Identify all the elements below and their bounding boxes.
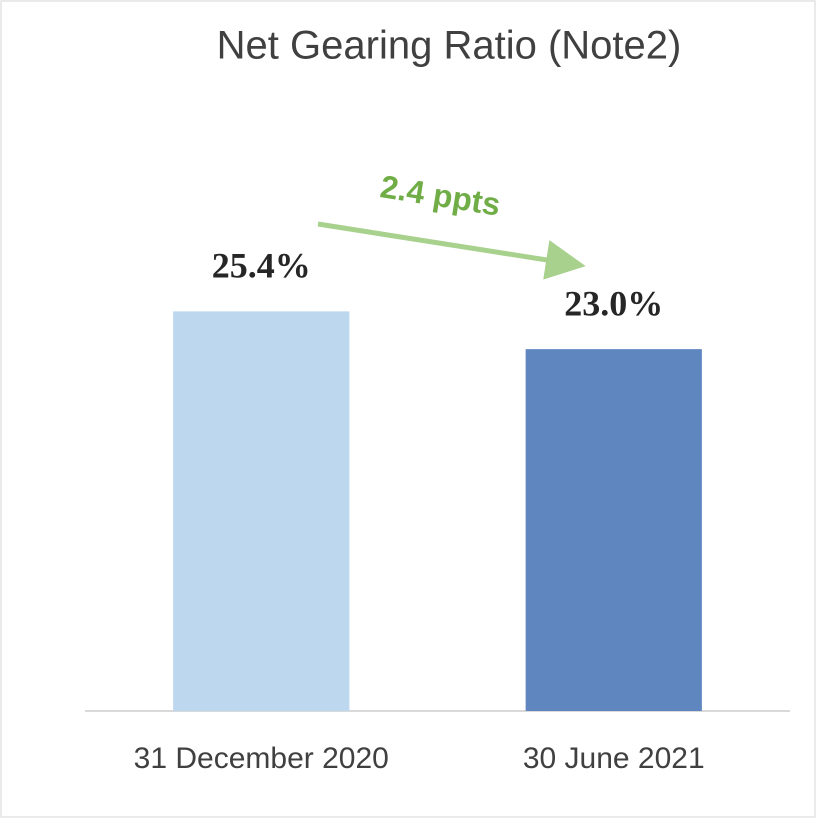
chart-title: Net Gearing Ratio (Note2) xyxy=(217,24,682,68)
bar xyxy=(173,311,350,711)
bar xyxy=(525,349,702,711)
change-arrow xyxy=(317,221,586,280)
value-label: 25.4% xyxy=(212,246,311,286)
change-annotation: 2.4 ppts xyxy=(378,168,503,222)
x-tick-label: 31 December 2020 xyxy=(134,742,389,775)
x-tick-label: 30 June 2021 xyxy=(523,742,705,775)
value-label: 23.0% xyxy=(564,283,663,323)
